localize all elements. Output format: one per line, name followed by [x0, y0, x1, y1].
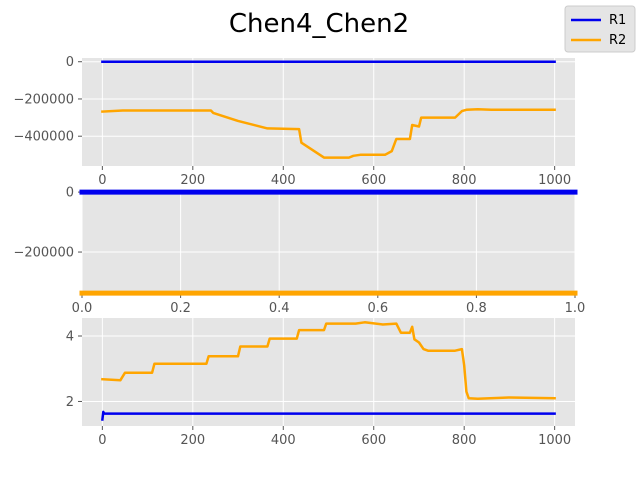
subplot-1: 0 200 400 600 800 1000 0 −200000 −400000 [13, 55, 575, 188]
y-tick-label-1: −200000 [13, 92, 74, 107]
legend: R1 R2 [564, 5, 636, 53]
x-tick-label-2: 0.4 [269, 301, 290, 316]
x-tick-label-4: 800 [452, 173, 477, 188]
series-r1-line [101, 410, 556, 421]
x-tick-label-0: 0 [98, 173, 106, 188]
series-r2-line [101, 321, 556, 401]
x-tick-label-5: 1000 [538, 433, 571, 448]
x-tick-label-3: 600 [361, 173, 386, 188]
plot-area [82, 318, 575, 426]
x-tick-label-5: 1.0 [565, 301, 586, 316]
x-tick-label-5: 1000 [538, 173, 571, 188]
figure-title: Chen4_Chen2 [229, 9, 409, 39]
plot-area [82, 190, 575, 294]
y-tick-label-1: 4 [66, 330, 74, 345]
x-tick-label-4: 0.8 [466, 301, 487, 316]
subplot-3: 0 200 400 600 800 1000 2 4 [66, 318, 575, 448]
x-tick-label-0: 0 [98, 433, 106, 448]
y-tick-label-0: 0 [66, 55, 74, 70]
x-tick-label-1: 200 [180, 173, 205, 188]
y-tick-label-0: 2 [66, 395, 74, 410]
subplot-2: 0.0 0.2 0.4 0.6 0.8 1.0 0 −200000 [13, 186, 585, 316]
x-tick-label-4: 800 [452, 433, 477, 448]
x-tick-label-1: 200 [180, 433, 205, 448]
y-tick-label-2: −400000 [13, 130, 74, 145]
legend-r1-label: R1 [609, 13, 626, 28]
series-r2-line [101, 107, 556, 159]
x-tick-label-3: 600 [361, 433, 386, 448]
x-tick-label-2: 400 [271, 173, 296, 188]
x-tick-label-3: 0.6 [367, 301, 388, 316]
legend-r2-label: R2 [609, 33, 626, 48]
x-tick-label-1: 0.2 [170, 301, 191, 316]
plot-area [82, 58, 575, 166]
y-tick-label-1: −200000 [13, 246, 74, 261]
x-tick-label-0: 0.0 [72, 301, 93, 316]
x-tick-label-2: 400 [271, 433, 296, 448]
y-tick-label-0: 0 [66, 186, 74, 201]
